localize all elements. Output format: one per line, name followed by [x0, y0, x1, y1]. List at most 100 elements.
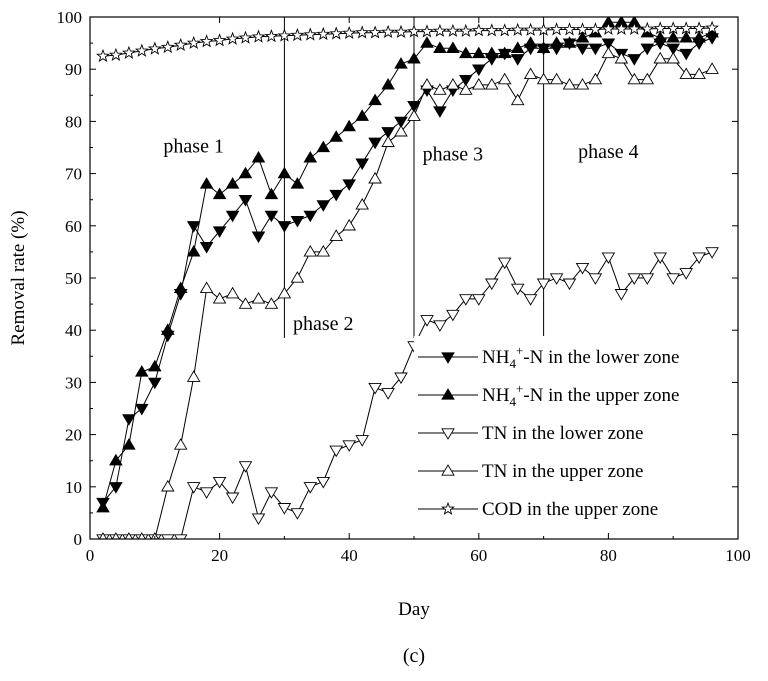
- data-point: [381, 135, 395, 147]
- data-point: [212, 226, 227, 238]
- data-point: [446, 41, 460, 53]
- data-point: [342, 119, 356, 132]
- legend-label: NH4+-N in the lower zone: [482, 343, 679, 371]
- y-tick-label: 0: [74, 530, 83, 549]
- y-tick-label: 70: [65, 165, 82, 184]
- data-point: [316, 245, 331, 257]
- data-point: [186, 370, 201, 382]
- data-point: [536, 41, 551, 53]
- data-point: [679, 21, 694, 35]
- data-point: [679, 67, 693, 80]
- data-point: [407, 24, 421, 38]
- data-point: [523, 294, 538, 306]
- data-point: [290, 215, 305, 228]
- legend-marker: [441, 428, 455, 440]
- data-point: [549, 22, 564, 36]
- phase-label: phase 1: [163, 136, 224, 158]
- legend-entry: NH4+-N in the lower zone: [418, 343, 679, 371]
- data-point: [510, 41, 525, 53]
- data-point: [666, 51, 680, 64]
- data-point: [510, 54, 525, 66]
- data-point: [368, 382, 382, 395]
- data-point: [614, 21, 629, 35]
- data-point: [212, 187, 227, 200]
- data-point: [225, 286, 240, 299]
- data-point: [173, 281, 188, 294]
- data-point: [601, 46, 616, 59]
- data-point: [381, 127, 395, 139]
- data-point: [432, 23, 447, 37]
- data-point: [316, 476, 331, 489]
- data-point: [575, 78, 590, 90]
- data-point: [277, 286, 292, 299]
- data-point: [316, 200, 331, 212]
- data-point: [355, 158, 369, 171]
- data-point: [124, 532, 133, 539]
- data-point: [459, 294, 473, 306]
- data-point: [575, 31, 590, 43]
- data-point: [679, 31, 693, 43]
- data-point: [148, 359, 162, 372]
- data-point: [238, 166, 253, 179]
- y-tick-label: 20: [65, 426, 82, 445]
- x-tick-label: 20: [211, 546, 228, 565]
- data-point: [614, 51, 629, 64]
- data-point: [186, 35, 201, 50]
- data-point: [186, 482, 201, 494]
- figure-caption: (c): [403, 645, 425, 667]
- data-point: [588, 22, 603, 36]
- data-point: [523, 67, 538, 80]
- data-point: [459, 46, 473, 59]
- data-point: [109, 482, 123, 494]
- data-point: [575, 43, 590, 56]
- data-point: [640, 43, 655, 56]
- legend-label: COD in the upper zone: [482, 499, 658, 520]
- data-point: [653, 31, 667, 43]
- x-tick-label: 100: [725, 546, 751, 565]
- data-point: [342, 179, 356, 191]
- data-point: [199, 242, 214, 254]
- data-point: [264, 28, 279, 43]
- data-point: [238, 297, 253, 309]
- data-point: [433, 320, 447, 332]
- data-point: [381, 78, 395, 90]
- data-point: [238, 195, 253, 207]
- data-point: [303, 27, 318, 41]
- data-point: [653, 252, 667, 264]
- data-point: [485, 278, 499, 291]
- data-point: [627, 54, 642, 66]
- data-point: [549, 36, 564, 48]
- data-point: [679, 48, 693, 61]
- data-point: [329, 229, 343, 241]
- data-point: [420, 36, 434, 48]
- data-point: [562, 278, 577, 291]
- data-point: [303, 245, 318, 257]
- data-point: [277, 503, 292, 515]
- data-point: [355, 435, 369, 447]
- x-tick-label: 40: [341, 546, 358, 565]
- data-point: [484, 23, 499, 37]
- data-point: [212, 476, 227, 489]
- data-point: [471, 23, 486, 37]
- data-point: [290, 508, 305, 520]
- data-point: [536, 72, 551, 85]
- legend-entry: TN in the upper zone: [418, 461, 643, 482]
- data-point: [277, 166, 292, 179]
- data-point: [264, 487, 279, 499]
- data-point: [251, 151, 266, 163]
- data-point: [433, 83, 447, 95]
- legend-marker: [441, 352, 455, 364]
- data-point: [640, 72, 655, 85]
- data-point: [485, 78, 499, 90]
- data-point: [562, 22, 577, 36]
- legend-label: NH4+-N in the upper zone: [482, 381, 679, 409]
- data-point: [212, 292, 227, 304]
- data-point: [523, 22, 538, 36]
- data-point: [601, 21, 616, 35]
- data-point: [160, 40, 175, 54]
- data-point: [679, 268, 693, 280]
- data-point: [368, 171, 382, 184]
- data-point: [251, 292, 266, 304]
- data-point: [135, 365, 149, 377]
- data-point: [225, 210, 240, 223]
